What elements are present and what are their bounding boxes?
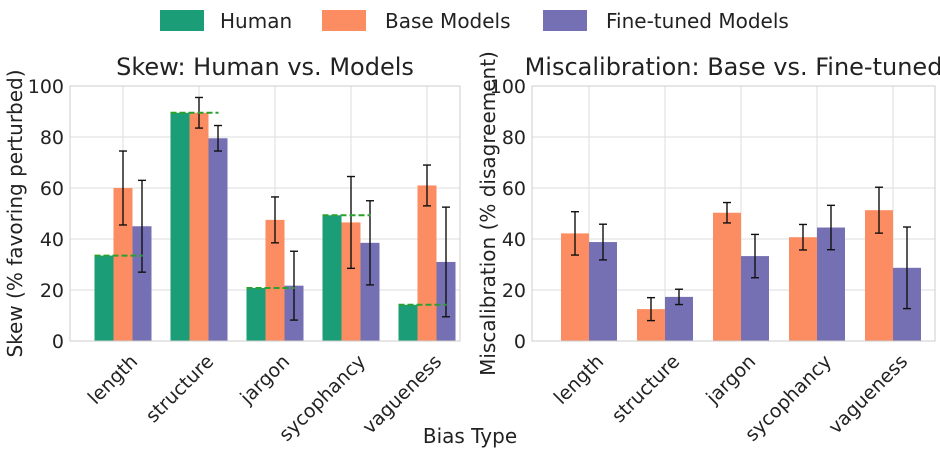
error-bar-finetuned-jargon — [290, 250, 298, 321]
x-tick-label-length: length — [84, 351, 142, 409]
y-axis-label: Skew (% favoring perturbed) — [3, 69, 27, 357]
error-bar-finetuned-structure — [214, 124, 222, 152]
y-tick-label: 100 — [490, 76, 526, 98]
y-tick-label: 0 — [514, 331, 526, 353]
x-axis-label: Bias Type — [423, 424, 517, 448]
legend: Human Base Models Fine-tuned Models — [160, 9, 789, 33]
error-bar-base-jargon — [271, 196, 279, 244]
legend-swatch-human — [160, 10, 204, 31]
bar-base-vagueness — [417, 185, 437, 341]
y-tick-label: 0 — [52, 331, 64, 353]
error-bar-finetuned-vagueness — [442, 206, 450, 318]
y-tick-label: 100 — [28, 76, 64, 98]
error-bar-finetuned-vagueness — [903, 226, 911, 310]
error-bar-base-vagueness — [423, 164, 431, 207]
y-tick-label: 80 — [40, 127, 64, 149]
plot-frame — [531, 85, 936, 342]
error-bar-finetuned-sycophancy — [827, 204, 835, 251]
bar-human-vagueness — [398, 304, 418, 341]
error-bar-finetuned-jargon — [751, 233, 759, 279]
y-tick-label: 40 — [40, 229, 64, 251]
y-axis-label: Miscalibration (% disagreement) — [476, 51, 500, 376]
bar-base-sycophancy — [341, 222, 361, 341]
y-tick-label: 40 — [502, 229, 526, 251]
x-tick-label-structure: structure — [608, 351, 685, 428]
x-tick-label-jargon: jargon — [235, 351, 294, 410]
error-bar-base-sycophancy — [347, 175, 355, 270]
bar-human-jargon — [246, 287, 266, 341]
bar-finetuned-length — [132, 226, 152, 341]
error-bar-finetuned-length — [599, 223, 607, 261]
error-bar-base-sycophancy — [799, 223, 807, 251]
y-tick-label: 20 — [502, 280, 526, 302]
bar-base-length — [113, 188, 133, 341]
error-bar-finetuned-structure — [675, 288, 683, 306]
x-tick-label-length: length — [550, 351, 608, 409]
chart-title: Miscalibration: Base vs. Fine-tuned — [525, 53, 940, 81]
bar-human-structure — [170, 112, 190, 342]
legend-label-finetuned: Fine-tuned Models — [606, 9, 789, 33]
x-tick-label-jargon: jargon — [701, 351, 760, 410]
y-tick-label: 60 — [40, 178, 64, 200]
x-tick-label-structure: structure — [142, 351, 219, 428]
bar-base-structure — [189, 112, 209, 342]
bar-base-jargon — [713, 212, 741, 341]
chart-title: Skew: Human vs. Models — [116, 53, 414, 81]
legend-label-human: Human — [220, 9, 292, 33]
bar-human-length — [94, 255, 114, 341]
legend-swatch-base — [322, 10, 366, 31]
legend-label-base: Base Models — [385, 9, 511, 33]
plot-frame — [69, 85, 461, 342]
bar-finetuned-sycophancy — [360, 242, 380, 341]
y-tick-label: 80 — [502, 127, 526, 149]
error-bar-base-length — [119, 150, 127, 226]
bar-base-sycophancy — [789, 237, 817, 341]
error-bar-base-structure — [647, 296, 655, 322]
error-bar-base-vagueness — [875, 186, 883, 234]
error-bar-finetuned-length — [138, 179, 146, 273]
error-bar-base-length — [571, 211, 579, 256]
y-tick-label: 20 — [40, 280, 64, 302]
x-tick-label-vagueness: vagueness — [824, 351, 912, 439]
error-bar-base-jargon — [723, 201, 731, 224]
bar-finetuned-structure — [208, 138, 228, 341]
bar-human-sycophancy — [322, 215, 342, 341]
y-tick-label: 60 — [502, 178, 526, 200]
legend-swatch-finetuned — [543, 10, 587, 31]
bar-base-jargon — [265, 219, 285, 341]
